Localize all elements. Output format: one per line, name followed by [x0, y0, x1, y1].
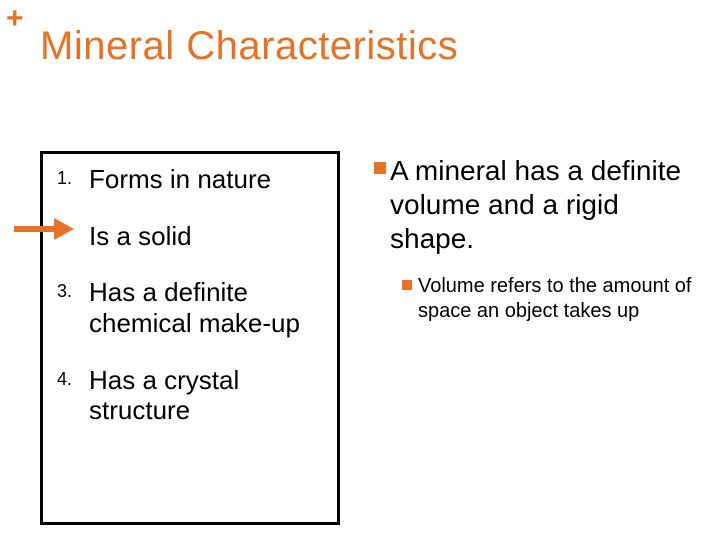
list-number: 3.: [57, 281, 72, 302]
list-text: Forms in nature: [89, 164, 271, 194]
slide: + Mineral Characteristics 1. Forms in na…: [0, 0, 720, 540]
main-bullet-text: A mineral has a definite volume and a ri…: [390, 154, 694, 256]
sub-bullet-text: Volume refers to the amount of space an …: [418, 274, 694, 323]
list-item: 2. Is a solid: [57, 221, 323, 252]
arrow-shaft: [14, 226, 58, 232]
square-bullet-icon: [402, 280, 412, 290]
list-text: Has a crystal structure: [89, 365, 239, 426]
detail-block: A mineral has a definite volume and a ri…: [374, 154, 694, 323]
characteristics-box: 1. Forms in nature 2. Is a solid 3. Has …: [40, 151, 340, 525]
list-item: 3. Has a definite chemical make-up: [57, 277, 323, 338]
list-item: 1. Forms in nature: [57, 164, 323, 195]
list-number: 1.: [57, 168, 72, 189]
square-bullet-icon: [374, 162, 386, 174]
main-bullet-row: A mineral has a definite volume and a ri…: [374, 154, 694, 256]
list-text: Is a solid: [89, 221, 192, 251]
arrow-head: [54, 218, 74, 240]
plus-icon: +: [6, 4, 24, 34]
list-text: Has a definite chemical make-up: [89, 277, 300, 338]
list-number: 4.: [57, 369, 72, 390]
list-item: 4. Has a crystal structure: [57, 365, 323, 426]
characteristics-list: 1. Forms in nature 2. Is a solid 3. Has …: [43, 154, 337, 462]
arrow-icon: [14, 218, 74, 240]
slide-title: Mineral Characteristics: [40, 24, 458, 69]
sub-bullet-row: Volume refers to the amount of space an …: [402, 274, 694, 323]
